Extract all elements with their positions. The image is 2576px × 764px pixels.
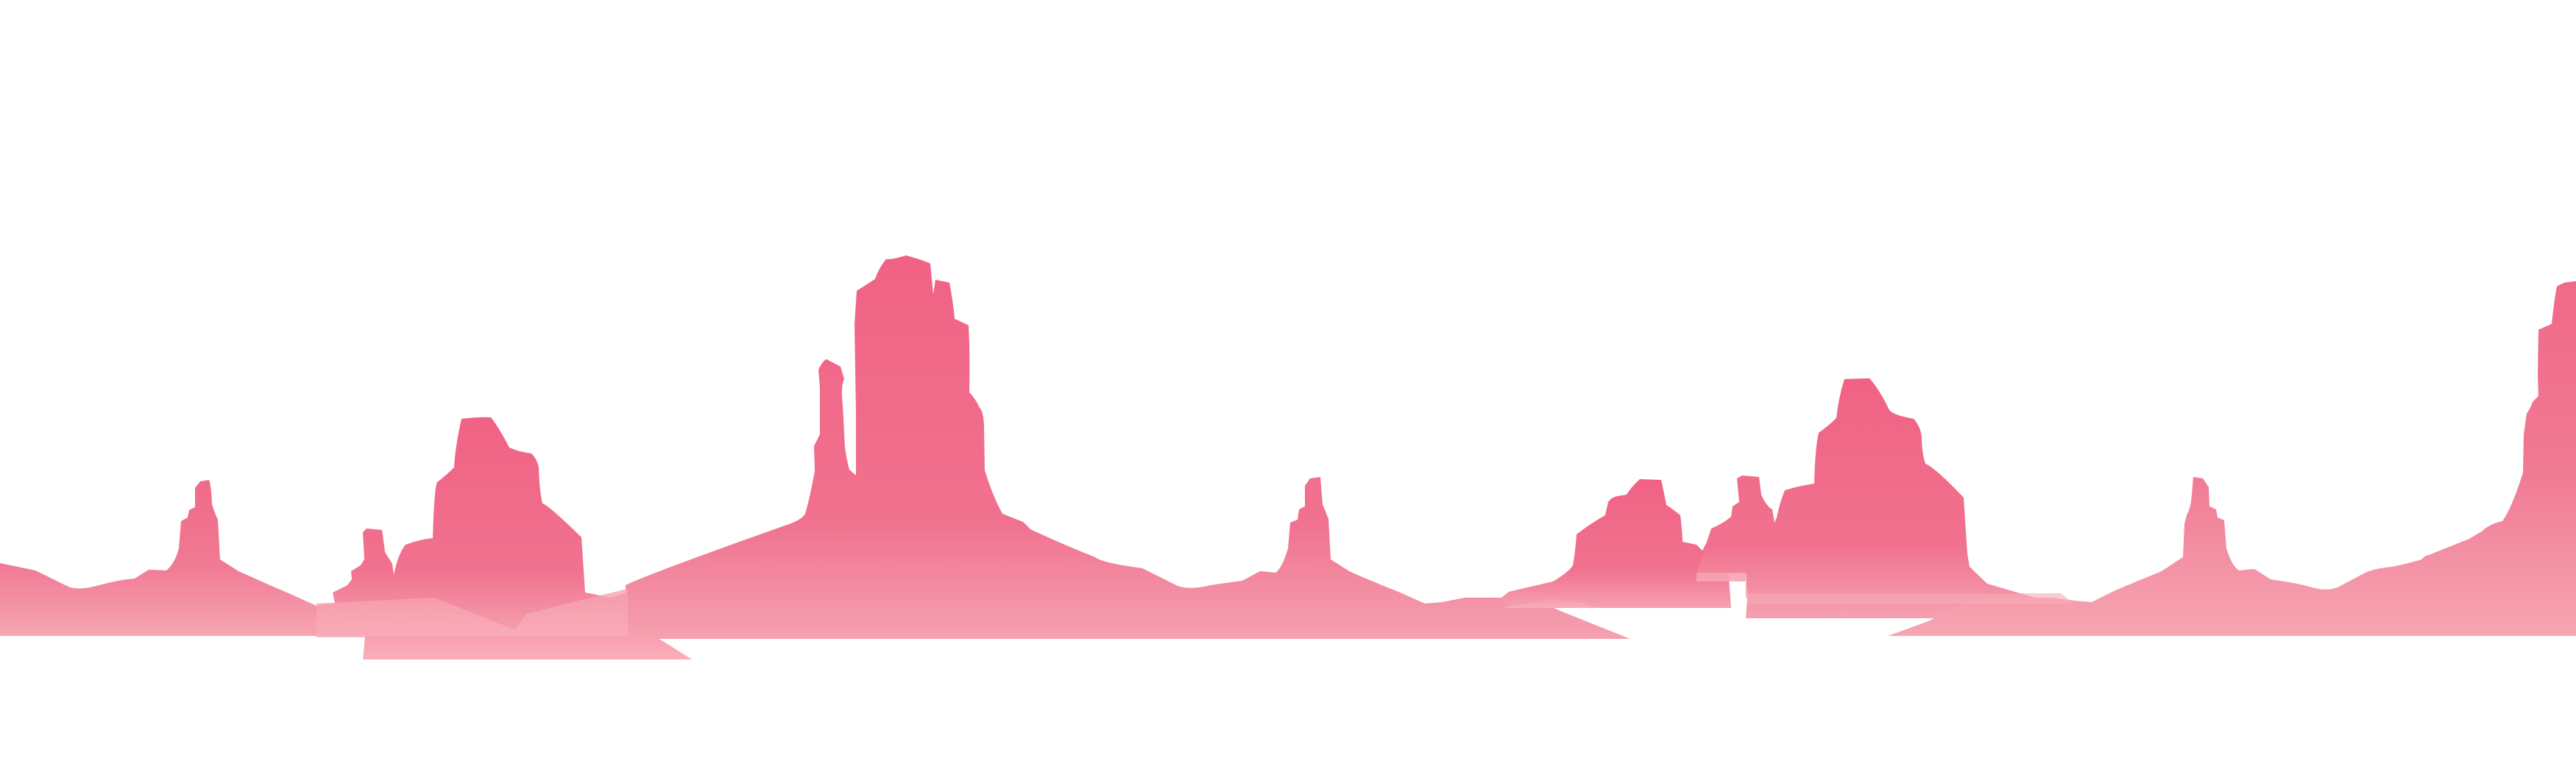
back-mesa-right <box>1696 378 2074 618</box>
ground-patch-left-2 <box>515 589 628 637</box>
ground-patch-left <box>316 598 515 637</box>
ground-patch-right-2 <box>1746 581 2074 604</box>
ground-patch-mid <box>1501 599 1597 608</box>
ground-patch-right <box>1696 573 1749 598</box>
small-butte-center-right <box>1501 479 1731 608</box>
ground-patch-front <box>363 636 692 659</box>
back-mesa-left <box>316 417 628 636</box>
center-butte-group <box>626 255 1630 639</box>
right-hills <box>1888 281 2576 636</box>
left-hills <box>0 480 339 636</box>
